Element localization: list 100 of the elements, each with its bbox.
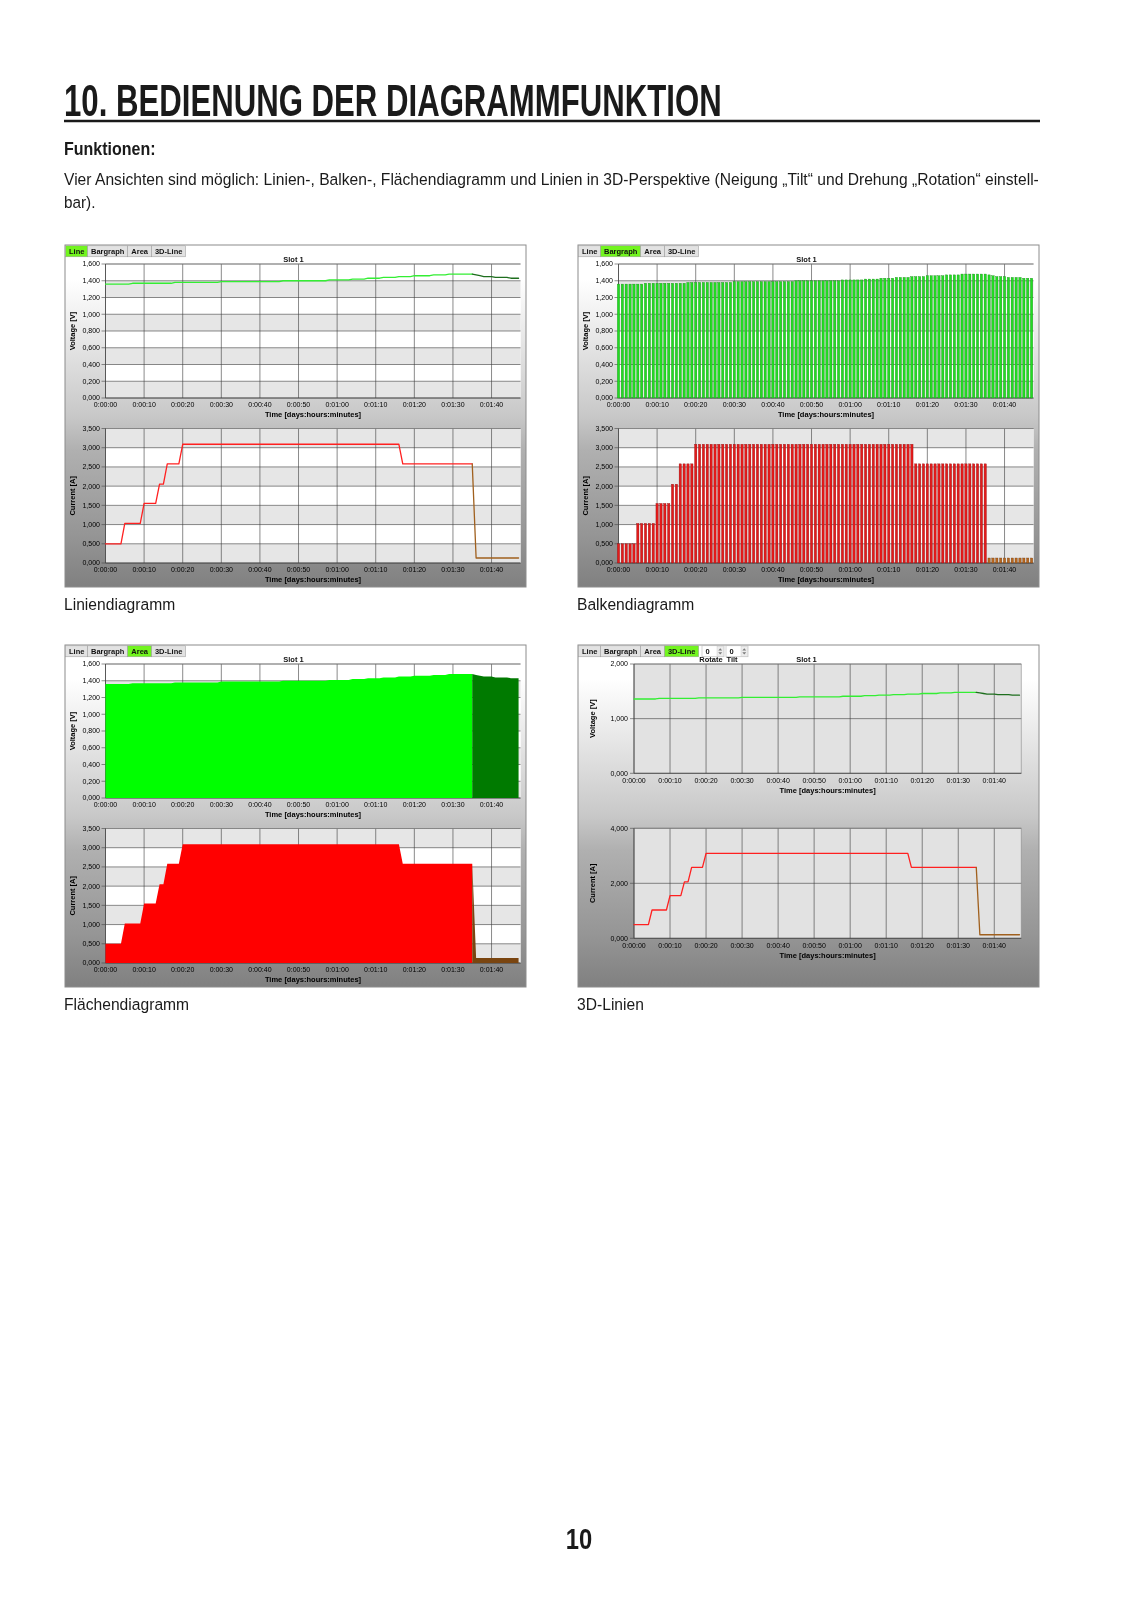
bar [879, 278, 883, 399]
bar [999, 276, 1003, 399]
bar [848, 444, 852, 564]
bar [926, 275, 929, 399]
bar [663, 283, 667, 399]
bar [987, 557, 991, 564]
bar [806, 280, 809, 399]
bar [1010, 557, 1014, 564]
bar [1003, 276, 1006, 399]
bar [756, 444, 759, 564]
bar [1014, 277, 1018, 399]
bar [802, 444, 806, 564]
bar [844, 444, 848, 564]
bar [972, 273, 975, 399]
bar [678, 283, 682, 399]
bar [713, 282, 717, 399]
bar [968, 273, 972, 399]
bar [798, 444, 802, 564]
bar [783, 444, 786, 564]
bar [829, 280, 833, 399]
bar [902, 277, 906, 399]
bar [705, 282, 709, 399]
bar [628, 283, 632, 399]
bar [918, 463, 921, 564]
bar [937, 463, 941, 564]
bar [725, 444, 728, 564]
bar [871, 278, 875, 399]
bar [794, 444, 798, 564]
bar [624, 543, 628, 564]
bar [790, 444, 794, 564]
bar [1018, 277, 1022, 399]
bar [667, 283, 671, 399]
text: 10 [565, 1522, 593, 1556]
bar [922, 276, 925, 399]
bar [717, 282, 721, 399]
bar [906, 277, 910, 399]
bar [709, 282, 713, 399]
bar [841, 444, 844, 564]
bar [736, 444, 740, 564]
bar [976, 273, 979, 399]
bar [640, 523, 643, 564]
bar [617, 543, 620, 564]
bar [636, 523, 640, 564]
bar [748, 444, 752, 564]
bar [725, 282, 728, 399]
bar [721, 444, 725, 564]
bar [694, 282, 698, 399]
bar [864, 444, 867, 564]
bar [790, 281, 794, 399]
bar [852, 279, 856, 399]
bar [945, 274, 948, 399]
line-series [104, 273, 473, 285]
bar [883, 444, 887, 564]
bar [698, 444, 701, 564]
bar [756, 281, 759, 399]
bar [806, 444, 809, 564]
bar [929, 463, 933, 564]
bar [729, 282, 732, 399]
bar [980, 273, 983, 399]
bar [945, 463, 948, 564]
bar [721, 282, 725, 399]
bar [841, 279, 844, 399]
bar [933, 275, 937, 399]
bar [941, 463, 945, 564]
bar [644, 523, 647, 564]
bar [771, 444, 775, 564]
bar [702, 282, 705, 399]
bar [844, 279, 848, 399]
bar [999, 557, 1003, 564]
bar [686, 463, 690, 564]
bar [814, 444, 817, 564]
bar [648, 523, 651, 564]
bar [775, 444, 779, 564]
bar [671, 283, 674, 399]
bar [659, 283, 663, 399]
bar [960, 463, 964, 564]
bar [621, 543, 624, 564]
bar [949, 274, 952, 399]
bar [833, 444, 837, 564]
bar [744, 281, 748, 399]
bar [736, 281, 740, 399]
bar [771, 281, 775, 399]
bar [968, 463, 972, 564]
bar [694, 444, 698, 564]
bar [856, 279, 860, 399]
bar [972, 463, 975, 564]
bar [960, 273, 964, 399]
bar [883, 278, 887, 399]
bar [1030, 278, 1033, 399]
bar [748, 281, 752, 399]
bar [949, 463, 952, 564]
bar [902, 444, 906, 564]
bar [1010, 277, 1014, 399]
bar [910, 276, 914, 399]
bar [632, 283, 636, 399]
bar [617, 283, 620, 399]
bar [829, 444, 833, 564]
bar [675, 283, 678, 399]
bar [875, 444, 879, 564]
bar [640, 283, 643, 399]
